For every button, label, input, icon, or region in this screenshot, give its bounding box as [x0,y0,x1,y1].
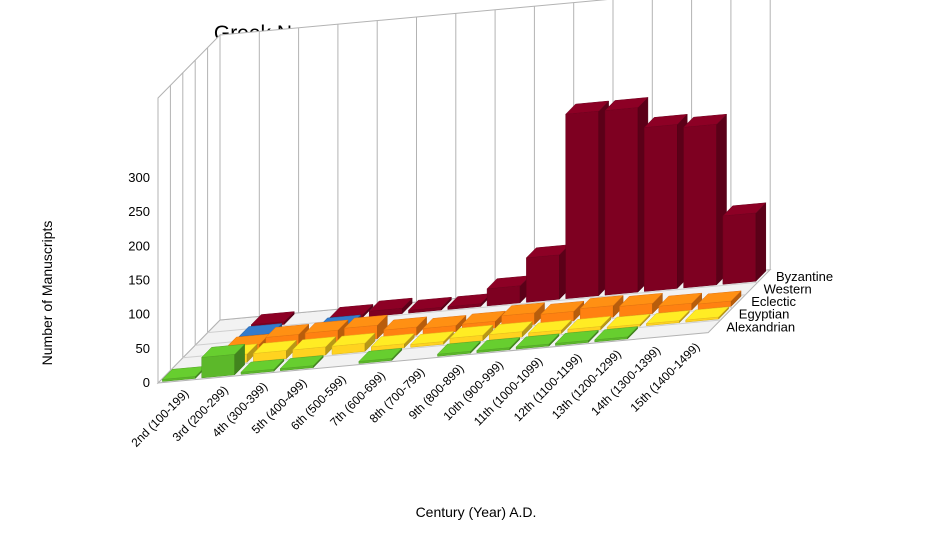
y-axis-label: Number of Manuscripts [39,221,55,366]
bar-byzantine [643,113,688,292]
y-tick-label: 300 [128,170,150,185]
chart-gridline [207,281,758,334]
depth-label: Eclectic [751,294,796,309]
depth-label: Egyptian [739,307,790,322]
bar-eclectic [658,292,703,314]
bar-alexandrian [240,358,285,375]
bar-egyptian [645,309,690,326]
bar-eclectic [500,302,546,328]
y-tick-label: 250 [128,204,150,219]
bar-alexandrian [279,354,324,371]
bar-alexandrian [358,347,403,364]
y-tick-label: 50 [136,341,150,356]
bar-alexandrian [476,336,521,353]
depth-label: Alexandrian [726,319,795,334]
x-axis-label: Century (Year) A.D. [416,504,537,520]
bar-eclectic [697,290,742,310]
bar-byzantine [565,100,610,299]
y-tick-label: 150 [128,273,150,288]
y-tick-label: 100 [128,307,150,322]
bar-byzantine [407,296,453,314]
chart-side-wall [157,33,221,385]
bar-alexandrian [161,365,206,382]
bar-alexandrian [554,329,599,346]
bar-egyptian [488,320,533,341]
bar-egyptian [292,336,337,359]
bar-alexandrian [436,340,482,357]
bar-byzantine [604,96,649,296]
bar-byzantine [722,202,767,285]
bar-egyptian [685,306,730,323]
depth-label: Byzantine [776,269,833,284]
bar-eclectic [618,292,664,317]
depth-label: Western [764,282,812,297]
bar-alexandrian [515,333,560,350]
bar-egyptian [409,330,455,348]
bar-egyptian [606,313,651,330]
chart-bars [161,96,767,382]
y-tick-label: 200 [128,238,150,253]
bar-byzantine [486,275,531,307]
bar-egyptian [527,319,573,337]
bar-egyptian [370,332,415,352]
y-tick-label: 0 [143,375,150,390]
bar-egyptian [449,324,494,344]
bar-eclectic [422,314,467,335]
bar-byzantine [368,297,413,317]
bar-alexandrian [594,326,639,343]
bar-byzantine [682,113,728,289]
bar-egyptian [331,332,376,355]
bar-alexandrian [201,343,246,379]
bar-byzantine [525,244,570,303]
